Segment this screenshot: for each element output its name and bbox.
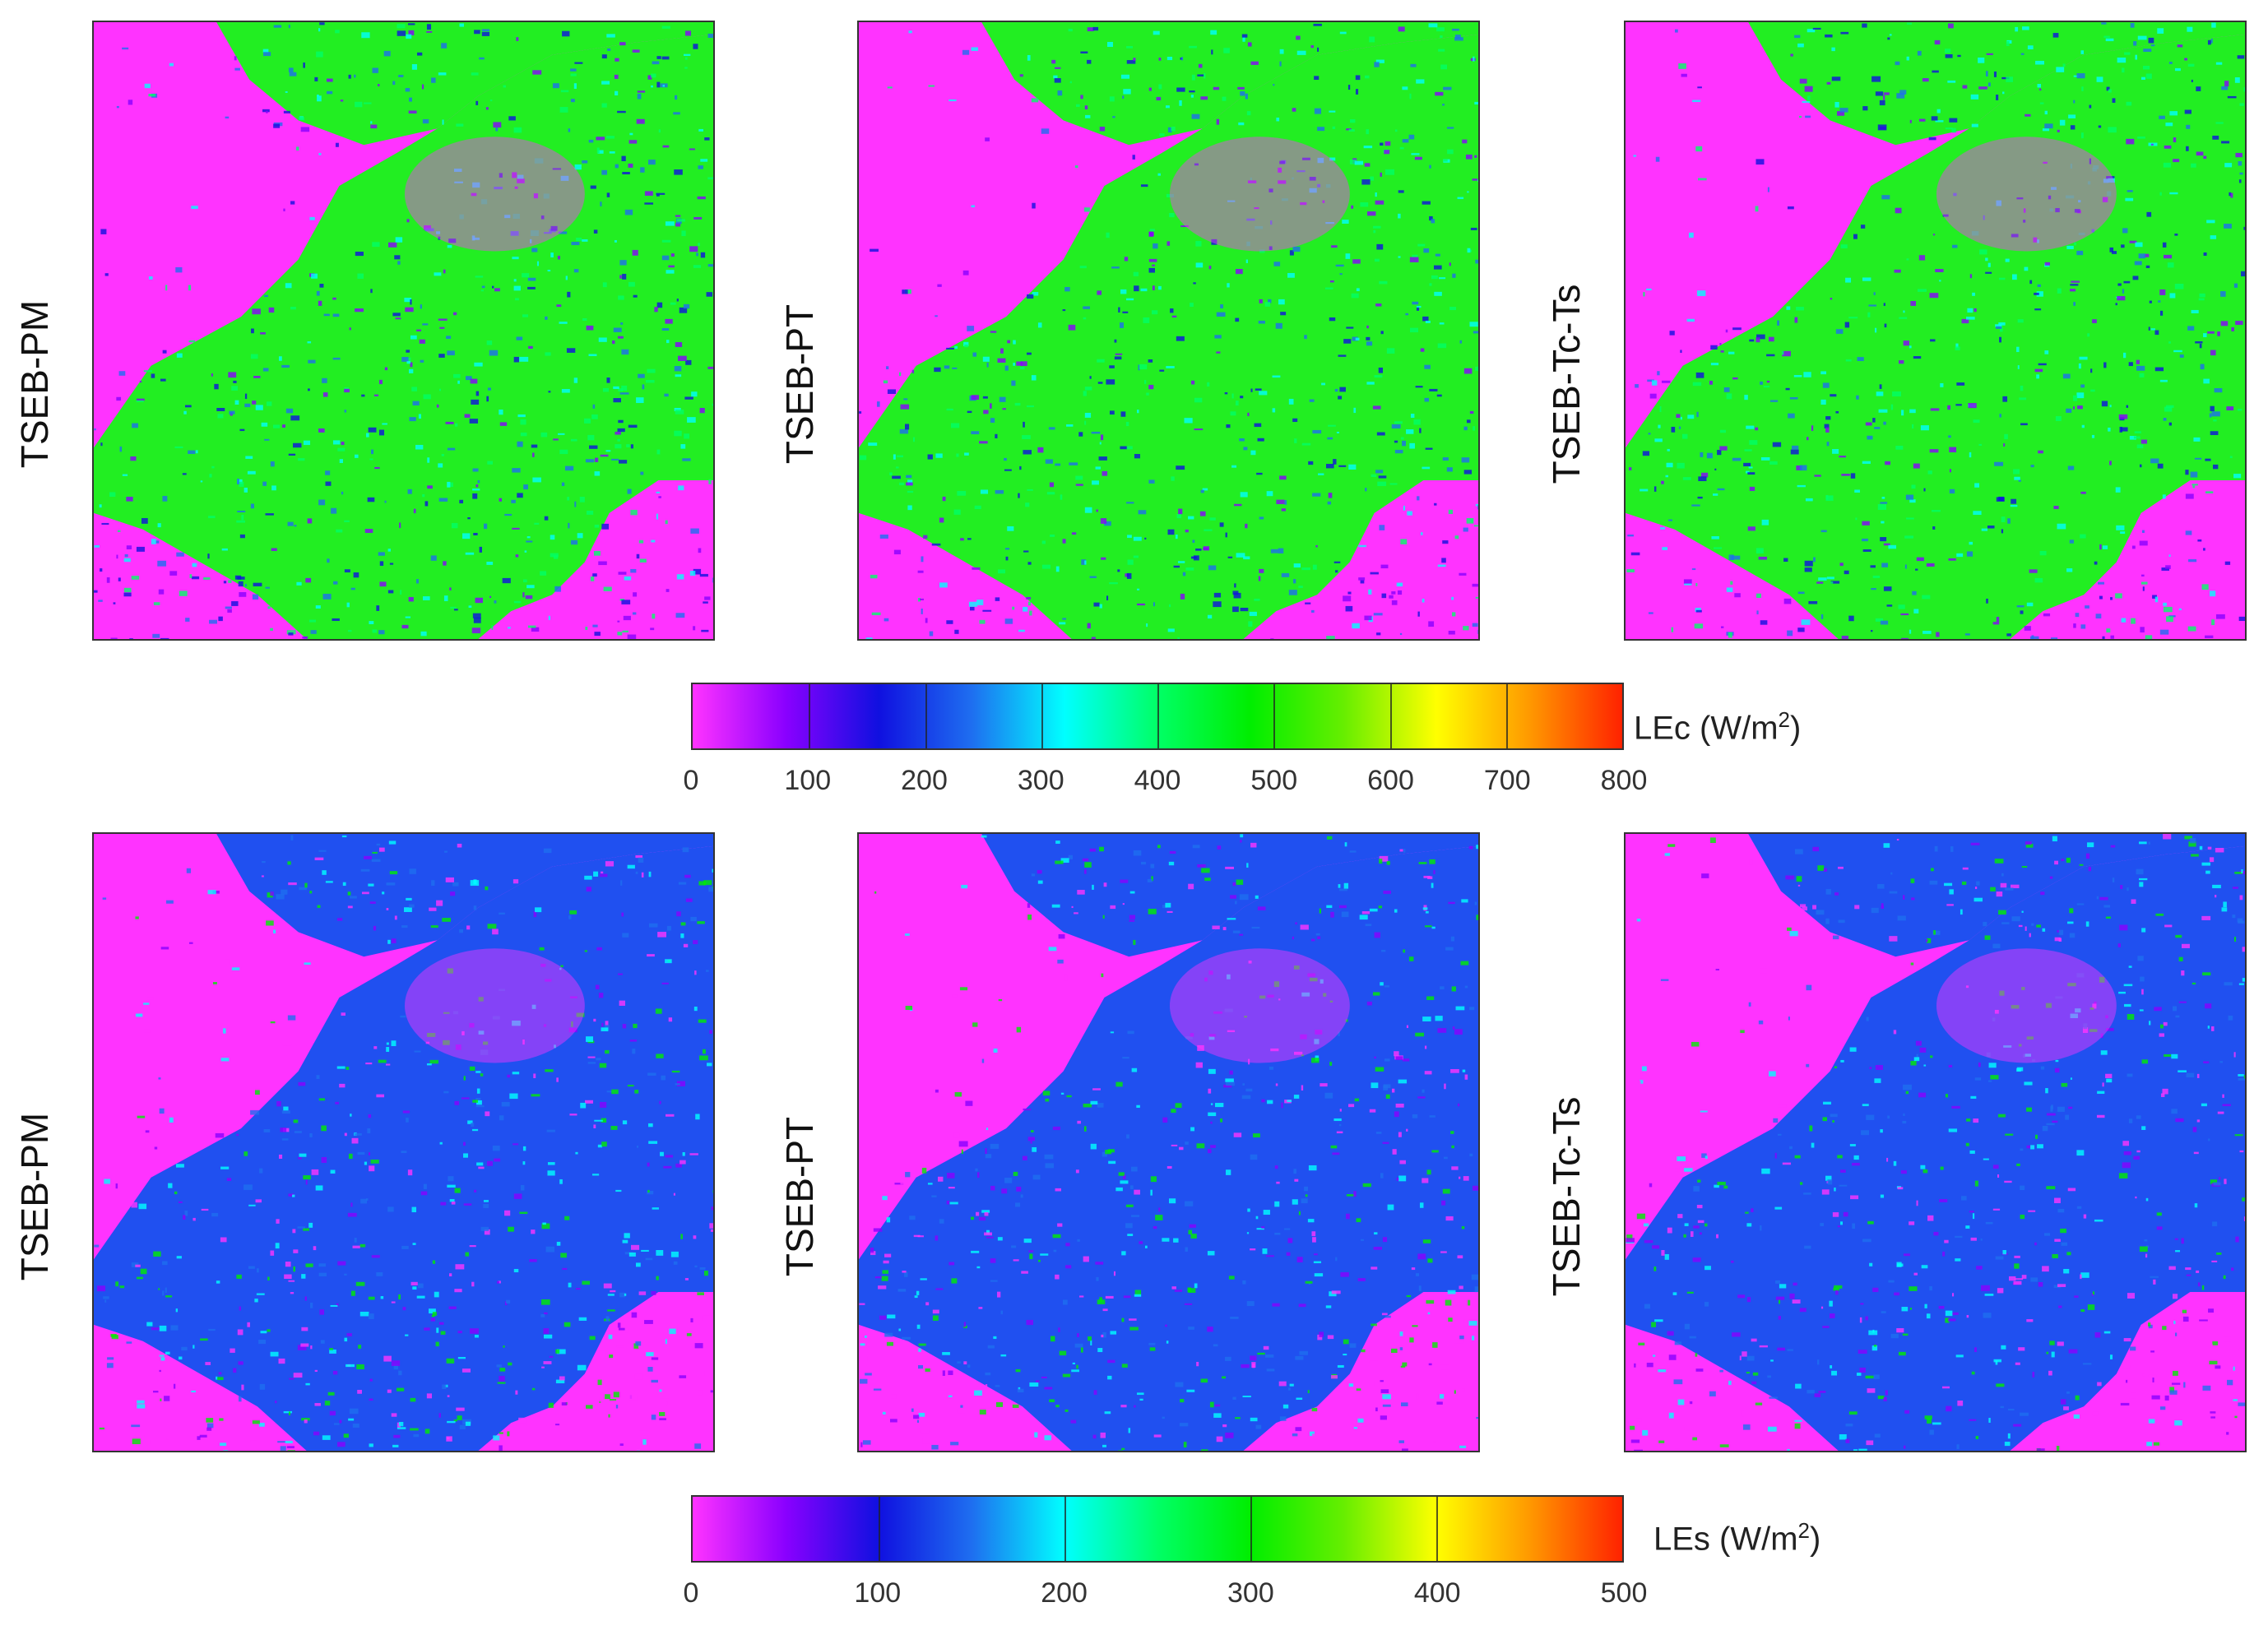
north-land-area [216,22,713,146]
colorbar-tick-label: 300 [1017,765,1064,796]
colorbar-tick-label: 100 [784,765,832,796]
colorbar-tick-label: 600 [1367,765,1414,796]
urban-area [404,948,585,1063]
colorbar-tick-label: 0 [683,1577,699,1609]
map-raster [1626,22,2245,639]
north-land-area [1748,22,2245,146]
colorbar-lec [691,683,1624,750]
map-raster [94,834,713,1451]
north-land-area [981,22,1478,146]
colorbar-tick-line [1064,1497,1066,1561]
urban-area [1936,948,2117,1063]
colorbar-tick-label: 300 [1227,1577,1274,1609]
les-label-sup: 2 [1797,1518,1811,1543]
panel-label-lec-tseb-tc-ts: TSEB-Tc-Ts [1545,284,1588,484]
colorbar-tick-line [1250,1497,1252,1561]
colorbar-tick-label: 400 [1413,1577,1461,1609]
lec-label-prefix: LEc (W/m [1634,710,1779,747]
urban-area [1936,137,2117,252]
colorbar-les-label: LEs (W/m2) [1653,1518,1820,1558]
colorbar-tick-line [1273,684,1276,748]
colorbar-tick-label: 500 [1600,1577,1648,1609]
colorbar-tick-label: 200 [1041,1577,1088,1609]
panel-label-lec-tseb-pt: TSEB-PT [778,303,821,465]
map-les-tseb-tc-ts [1624,832,2247,1452]
lec-label-sup: 2 [1778,707,1791,732]
map-les-tseb-pt [857,832,1480,1452]
map-texture [94,22,713,639]
colorbar-tick-line [1436,1497,1438,1561]
map-texture [94,835,713,1451]
land-area [1626,34,2245,639]
urban-area [1169,137,1350,252]
les-label-prefix: LEs (W/m [1653,1521,1798,1558]
land-area [859,845,1478,1451]
map-texture [859,834,1478,1451]
map-raster [859,834,1478,1451]
map-raster [1626,834,2245,1451]
panel-label-les-tseb-tc-ts: TSEB-Tc-Ts [1545,1096,1588,1297]
lec-label-suffix: ) [1790,710,1802,747]
panel-label-les-tseb-pt: TSEB-PT [778,1116,821,1277]
colorbar-tick-label: 0 [683,765,699,796]
les-label-suffix: ) [1810,1521,1821,1558]
colorbar-tick-line [1157,684,1159,748]
colorbar-tick-label: 700 [1483,765,1531,796]
colorbar-tick-line [809,684,811,748]
colorbar-tick-line [1505,684,1508,748]
land-area [859,34,1478,639]
map-raster [859,22,1478,639]
urban-area [404,137,585,252]
colorbar-tick-label: 200 [901,765,948,796]
map-texture [859,23,1478,639]
map-texture [1626,22,2245,639]
colorbar-tick-line [1389,684,1392,748]
map-raster [94,22,713,639]
colorbar-tick-label: 800 [1600,765,1648,796]
north-land-area [216,834,713,957]
map-lec-tseb-pt [857,21,1480,641]
land-area [94,845,713,1451]
colorbar-tick-label: 400 [1134,765,1181,796]
panel-label-lec-tseb-pm: TSEB-PM [13,299,56,469]
colorbar-tick-line [879,1497,880,1561]
panel-label-les-tseb-pm: TSEB-PM [13,1112,56,1281]
urban-area [1169,948,1350,1063]
map-les-tseb-pm [92,832,715,1452]
colorbar-lec-label: LEc (W/m2) [1634,707,1801,747]
land-area [94,34,713,639]
colorbar-tick-label: 500 [1250,765,1298,796]
colorbar-tick-label: 100 [854,1577,902,1609]
map-lec-tseb-pm [92,21,715,641]
colorbar-tick-line [1041,684,1043,748]
map-texture [1626,834,2245,1451]
colorbar-les [691,1495,1624,1563]
map-lec-tseb-tc-ts [1624,21,2247,641]
colorbar-tick-line [925,684,927,748]
